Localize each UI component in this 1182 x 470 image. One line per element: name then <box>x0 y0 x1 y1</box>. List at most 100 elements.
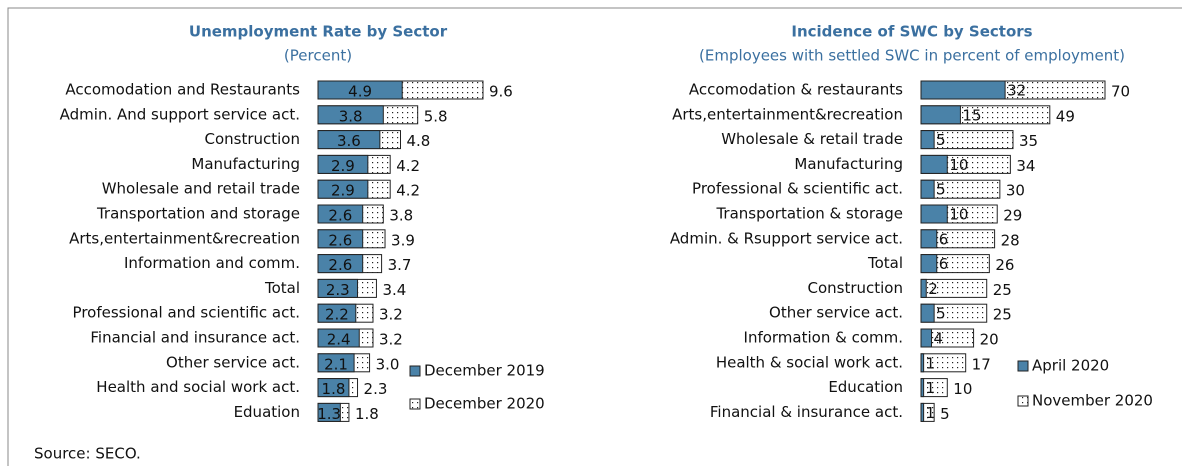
bar-part <box>920 130 935 150</box>
bar-part <box>317 179 369 199</box>
value-label: 1.8 <box>322 380 346 398</box>
value-label: 3.6 <box>337 132 361 150</box>
value-label: 2.2 <box>325 306 349 324</box>
value-label: 1.8 <box>355 405 379 423</box>
bar-part <box>920 378 925 398</box>
legend-swatch <box>1017 395 1029 407</box>
value-label: 2.3 <box>326 281 350 299</box>
bar-part <box>317 254 364 274</box>
value-label: 1 <box>926 354 936 372</box>
value-label: 3.2 <box>379 306 403 324</box>
category-label: Information & comm. <box>744 329 903 347</box>
value-label: 2.9 <box>331 182 355 200</box>
category-label: Health & social work act. <box>716 353 903 371</box>
value-label: 4.9 <box>348 83 372 101</box>
bar-part <box>920 328 933 348</box>
bar-part <box>920 402 925 422</box>
frame <box>7 7 1182 466</box>
category-label: Admin. And support service act. <box>60 105 300 123</box>
value-label: 17 <box>972 355 991 373</box>
value-label: 32 <box>1007 82 1026 100</box>
value-label: 2 <box>928 280 938 298</box>
category-label: Health and social work act. <box>96 378 300 396</box>
bar-part <box>317 402 341 422</box>
value-label: 3.4 <box>382 281 406 299</box>
value-label: 1 <box>926 379 936 397</box>
value-label: 3.7 <box>388 256 412 274</box>
legend-swatch <box>409 398 421 410</box>
bar-part <box>920 353 925 373</box>
value-label: 2.9 <box>331 157 355 175</box>
value-label: 6 <box>939 230 949 248</box>
category-label: Transportation & storage <box>715 205 903 223</box>
bar-part <box>920 254 938 274</box>
bar-part <box>920 80 1006 100</box>
value-label: 3.9 <box>391 231 415 249</box>
category-label: Arts,entertainment&recreation <box>672 105 903 123</box>
chart-subtitle: (Employees with settled SWC in percent o… <box>699 47 1125 65</box>
bar-part <box>317 80 403 100</box>
bar-part <box>920 179 935 199</box>
chart-title: Incidence of SWC by Sectors <box>791 23 1032 41</box>
legend-label: December 2019 <box>424 362 545 380</box>
category-label: Manufacturing <box>794 155 903 173</box>
category-label: Education <box>828 378 903 396</box>
value-label: 10 <box>949 156 968 174</box>
bar-part <box>317 328 360 348</box>
value-label: 1 <box>926 404 936 422</box>
category-label: Other service act. <box>769 304 903 322</box>
category-label: Arts,entertainment&recreation <box>69 229 300 247</box>
category-label: Accomodation and Restaurants <box>65 81 300 99</box>
bar-part <box>317 105 384 125</box>
legend-swatch <box>1017 360 1029 372</box>
value-label: 2.3 <box>364 380 388 398</box>
value-label: 2.1 <box>324 355 348 373</box>
bar-part <box>920 229 938 249</box>
value-label: 1.3 <box>317 405 341 423</box>
value-label: 28 <box>1001 231 1020 249</box>
category-label: Professional and scientific act. <box>73 304 300 322</box>
value-label: 2.6 <box>328 207 352 225</box>
value-label: 4 <box>934 330 944 348</box>
category-label: Manufacturing <box>191 155 300 173</box>
value-label: 5 <box>936 181 946 199</box>
legend-label: April 2020 <box>1032 357 1109 375</box>
value-label: 25 <box>993 281 1012 299</box>
value-label: 5 <box>936 131 946 149</box>
bar-part <box>317 353 355 373</box>
category-label: Professional & scientific act. <box>692 180 903 198</box>
bar-part <box>920 303 935 323</box>
value-label: 4.8 <box>407 132 431 150</box>
value-label: 26 <box>995 256 1014 274</box>
value-label: 2.6 <box>328 256 352 274</box>
bar-part <box>317 303 357 323</box>
category-label: Total <box>264 279 300 297</box>
chart-subtitle: (Percent) <box>284 47 352 65</box>
category-label: Financial and insurance act. <box>90 329 300 347</box>
category-label: Construction <box>807 279 903 297</box>
category-label: Eduation <box>234 403 300 421</box>
value-label: 5 <box>936 305 946 323</box>
value-label: 3.2 <box>379 331 403 349</box>
source: Source: SECO. <box>34 445 141 463</box>
bar-part <box>317 154 369 174</box>
value-label: 2.4 <box>327 331 351 349</box>
value-label: 3.0 <box>376 355 400 373</box>
category-label: Wholesale and retail trade <box>102 180 300 198</box>
bar-part <box>920 105 961 125</box>
legend-swatch <box>409 365 421 377</box>
value-label: 2.6 <box>328 231 352 249</box>
bar-total <box>920 130 1014 150</box>
category-label: Financial & insurance act. <box>710 403 903 421</box>
legend-label: November 2020 <box>1032 392 1153 410</box>
bar-part <box>317 204 364 224</box>
value-label: 25 <box>993 306 1012 324</box>
category-label: Total <box>867 254 903 272</box>
value-label: 4.2 <box>396 182 420 200</box>
value-label: 70 <box>1111 83 1130 101</box>
legend-label: December 2020 <box>424 395 545 413</box>
category-label: Accomodation & restaurants <box>689 81 903 99</box>
value-label: 4.2 <box>396 157 420 175</box>
bar-part <box>920 204 948 224</box>
